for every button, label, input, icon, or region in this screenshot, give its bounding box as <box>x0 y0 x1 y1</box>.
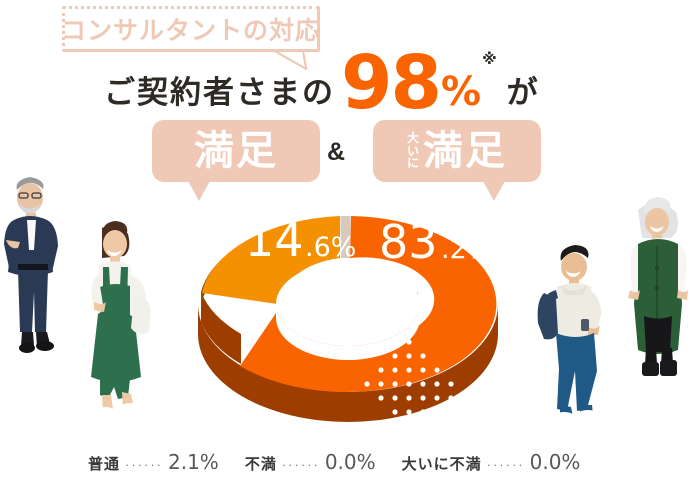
bubble-manzoku-tail-icon <box>188 181 210 201</box>
label-83-whole: 83 <box>379 215 438 269</box>
bubble-manzoku: 満足 <box>152 120 320 182</box>
chart-label-ooini-manzoku: 83 .2% <box>379 215 492 269</box>
bubble-ooini-prefix: 大 い に <box>407 132 419 170</box>
label-83-frac: .2% <box>441 234 492 265</box>
legend-value-ooini-fuman: 0.0% <box>529 450 581 474</box>
bubble-manzoku-label: 満足 <box>194 129 278 173</box>
badge-tail-icon <box>274 50 308 71</box>
bubble-ooini-manzoku: 大 い に 満足 <box>373 120 541 182</box>
legend-label-ooini-fuman: 大いに不満 <box>401 456 482 473</box>
headline-percent-sign: % <box>440 69 482 115</box>
headline-number: 98 <box>341 40 442 127</box>
legend-value-futsuu: 2.1% <box>168 450 219 474</box>
chart-legend: 普通 ······ 2.1% 不満 ······ 0.0% 大いに不満 ····… <box>88 450 610 474</box>
badge-frame <box>62 6 320 52</box>
legend-dots-fuman: ······ <box>281 457 320 472</box>
bubble-ooini-char-1: 大 <box>406 131 419 146</box>
dot-pattern-overlay <box>364 339 454 426</box>
person-woman-green-dress <box>91 221 151 417</box>
legend-item-ooini-fuman: 大いに不満 ······ 0.0% <box>402 450 581 474</box>
slice-futsuu <box>340 216 351 258</box>
badge-consultant-response: コンサルタントの対応 <box>61 6 322 52</box>
label-14-whole: 14 <box>245 213 304 267</box>
headline-lead: ご契約者さまの <box>104 75 335 110</box>
legend-dots-futsuu: ······ <box>125 457 163 472</box>
chart-top-surface <box>202 216 497 392</box>
headline-footnote-mark: ※ <box>482 51 497 68</box>
person-young-man-backpack <box>537 245 601 422</box>
bubble-ooini-manzoku-tail-icon <box>483 181 505 201</box>
badge-label: コンサルタントの対応 <box>61 17 322 45</box>
headline-tail: が <box>506 75 538 110</box>
bubble-ooini-char-2: い <box>406 143 419 158</box>
headline: ご契約者さまの 98 % ※ が <box>104 40 624 127</box>
donut-hole <box>276 262 420 346</box>
conjunction-ampersand: & <box>327 138 346 166</box>
legend-label-fuman: 不満 <box>244 456 277 473</box>
bubble-ooini-manzoku-label: 満足 <box>423 129 507 173</box>
legend-label-futsuu: 普通 <box>88 456 121 473</box>
legend-dots-ooini-fuman: ······ <box>486 457 525 472</box>
person-woman-green-coat <box>628 197 688 376</box>
person-man-suit <box>4 177 58 353</box>
donut-chart-3d: 83 .2% 14 .6% <box>198 213 498 426</box>
bubble-ooini-char-3: に <box>406 156 419 171</box>
legend-value-fuman: 0.0% <box>324 450 376 474</box>
legend-item-futsuu: 普通 ······ 2.1% <box>88 450 219 474</box>
chart-label-manzoku: 14 .6% <box>245 213 356 267</box>
label-14-frac: .6% <box>305 232 356 263</box>
slice-manzoku <box>202 216 340 305</box>
legend-item-fuman: 不満 ······ 0.0% <box>245 450 376 474</box>
